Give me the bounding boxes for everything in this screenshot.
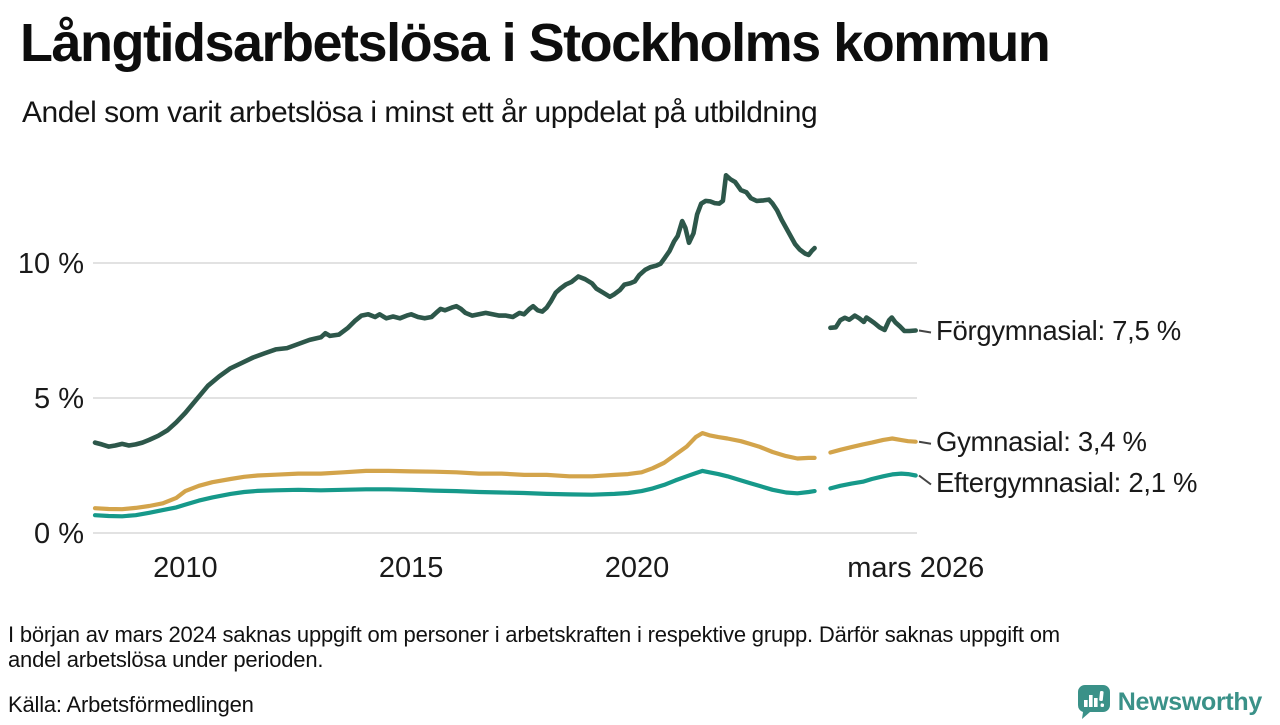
line-chart: 0 % 5 % 10 % 2010 2015 2020 mars 2026 Förgymnas… [0,150,1280,595]
series-line-gymnasial-seg1 [92,431,817,512]
newsworthy-logo: Newsworthy [1076,684,1262,720]
series-label-gymnasial: Gymnasial: 3,4 % [936,426,1147,457]
series-line-eftergymnasial-seg1 [92,468,817,519]
footnote-line-2: andel arbetslösa under perioden. [8,647,324,672]
x-tick-label-2015: 2015 [379,552,444,584]
series-line-eftergymnasial-seg2 [828,471,918,491]
series-label-eftergymnasial: Eftergymnasial: 2,1 % [936,467,1197,498]
series-line-förgymnasial-seg2 [828,313,918,334]
x-tick-label-2020: 2020 [605,552,670,584]
y-tick-label-10: 10 % [18,248,84,280]
footnote-line-1: I början av mars 2024 saknas uppgift om … [8,622,1060,647]
newsworthy-logo-text: Newsworthy [1117,687,1263,716]
series-line-gymnasial-seg2 [828,436,918,455]
source-label: Källa: Arbetsförmedlingen [8,692,254,717]
chart-canvas: 0 % 5 % 10 % 2010 2015 2020 mars 2026 Förgymnas… [18,173,1197,584]
label-connector-förgymnasial [918,329,932,334]
page-subtitle: Andel som varit arbetslösa i minst ett å… [22,96,818,129]
newsworthy-chart-bubble-icon [1076,684,1110,720]
series-line-förgymnasial-seg1 [92,173,817,449]
label-connector-eftergymnasial [918,474,932,486]
label-connector-gymnasial [918,440,932,445]
y-tick-label-0: 0 % [34,518,84,550]
series-label-förgymnasial: Förgymnasial: 7,5 % [936,315,1181,346]
x-tick-label-2010: 2010 [153,552,218,584]
footnote: I början av mars 2024 saknas uppgift om … [8,622,1258,672]
y-tick-label-5: 5 % [34,383,84,415]
x-tick-label-mars-2026: mars 2026 [847,552,984,584]
page-title: Långtidsarbetslösa i Stockholms kommun [20,13,1051,73]
